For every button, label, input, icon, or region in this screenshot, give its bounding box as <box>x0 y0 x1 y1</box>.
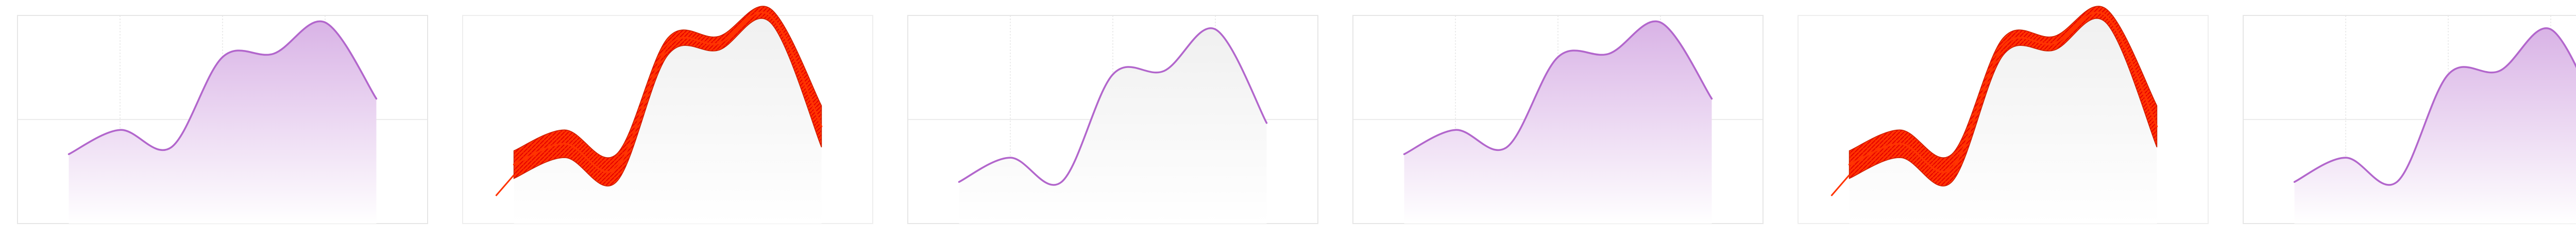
data-points <box>1849 14 2158 169</box>
area-fill <box>959 28 1267 224</box>
data-point <box>2499 70 2500 72</box>
area-fill <box>1404 21 1712 224</box>
data-points <box>2294 28 2552 183</box>
data-point <box>1163 70 1165 72</box>
data-point <box>1711 98 1713 100</box>
error-band <box>1849 6 2158 186</box>
data-point <box>222 56 224 58</box>
data-point <box>718 42 720 44</box>
data-point <box>821 126 822 127</box>
data-point <box>513 164 515 165</box>
error-band <box>513 6 822 186</box>
data-point <box>2345 157 2347 159</box>
data-point <box>1951 167 1953 169</box>
chart-panel-1 <box>17 15 428 224</box>
data-points <box>68 22 377 155</box>
data-point <box>273 53 275 55</box>
data-points <box>958 28 1267 183</box>
chart-panel-2 <box>462 6 873 224</box>
data-point <box>1112 74 1114 75</box>
data-point <box>1214 28 1216 30</box>
data-point <box>616 167 617 169</box>
data-point <box>1454 129 1456 131</box>
data-point <box>1506 146 1507 148</box>
data-point <box>1849 164 1850 165</box>
series-tail <box>1831 174 1850 197</box>
data-point <box>1061 181 1062 183</box>
data-point <box>2105 14 2107 16</box>
data-point <box>376 98 377 100</box>
chart-panel-6 <box>2243 15 2576 224</box>
data-point <box>68 153 70 155</box>
data-point <box>1608 53 1610 55</box>
data-points <box>1403 22 1713 155</box>
data-point <box>119 129 121 131</box>
data-point <box>2550 28 2552 30</box>
data-point <box>1659 22 1662 23</box>
data-point <box>2447 74 2449 75</box>
chart-panel-3 <box>907 15 1318 224</box>
data-point <box>564 143 566 145</box>
area-fill <box>69 21 377 224</box>
chart-panel-4 <box>1352 15 1764 224</box>
chart-panel-5 <box>1798 6 2209 224</box>
area-fill <box>2294 28 2576 224</box>
data-point <box>171 146 172 148</box>
data-point <box>1557 56 1559 58</box>
data-point <box>324 22 326 23</box>
data-point <box>2002 46 2004 48</box>
data-point <box>2054 42 2055 44</box>
data-point <box>1403 153 1405 155</box>
data-point <box>769 14 771 16</box>
data-points <box>513 14 822 169</box>
data-point <box>1900 143 1902 145</box>
data-point <box>667 46 669 48</box>
series-tail <box>495 174 515 197</box>
data-point <box>1266 122 1267 124</box>
data-point <box>2294 181 2295 183</box>
data-point <box>2396 181 2398 183</box>
data-point <box>2156 126 2158 127</box>
data-point <box>1009 157 1011 159</box>
data-point <box>958 181 960 183</box>
